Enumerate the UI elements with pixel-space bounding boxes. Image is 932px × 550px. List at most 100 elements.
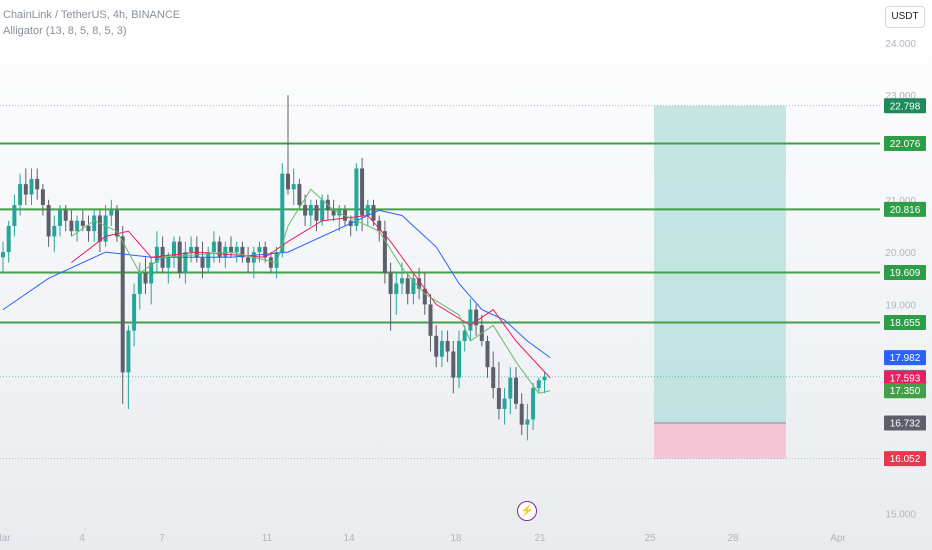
candle-body — [86, 225, 91, 232]
x-tick-label: Apr — [830, 533, 846, 544]
candle-body — [217, 241, 222, 258]
candle-body — [234, 246, 239, 253]
candle-body — [268, 257, 273, 268]
candle-body — [405, 278, 410, 294]
candle-body — [474, 309, 479, 326]
long-position-zone — [654, 105, 786, 459]
candle-body — [132, 293, 137, 331]
candle-body — [274, 252, 279, 268]
y-tick-label: 24.000 — [885, 39, 916, 50]
candle-body — [439, 341, 444, 357]
candle-body — [1, 252, 5, 258]
candle-body — [69, 220, 74, 232]
alligator-lines — [2, 188, 551, 394]
candle-body — [394, 283, 399, 294]
candle-body — [120, 236, 125, 373]
candle-body — [514, 377, 518, 404]
price-label-box — [884, 265, 926, 281]
price-label-box — [884, 136, 926, 152]
candle-body — [502, 398, 507, 409]
candle-body — [137, 273, 142, 294]
candle-body — [525, 419, 530, 425]
candle-body — [331, 210, 336, 216]
price-label-box — [884, 370, 926, 386]
candle-body — [354, 168, 359, 226]
candle-body — [365, 205, 370, 216]
candle-body — [229, 246, 233, 253]
price-label-box — [884, 451, 926, 467]
candle-body — [280, 173, 285, 253]
candle-body — [457, 341, 461, 378]
candle-body — [462, 330, 467, 342]
candle-body — [6, 225, 11, 253]
currency-button[interactable]: USDT — [885, 6, 925, 28]
candle-body — [75, 220, 80, 232]
y-tick-label: 23.000 — [885, 91, 916, 102]
price-label: 16.732 — [890, 419, 921, 430]
candle-body — [92, 215, 97, 232]
candle-body — [80, 220, 85, 226]
price-label: 20.816 — [890, 205, 921, 216]
candle-body — [382, 231, 387, 274]
price-label-box — [884, 201, 926, 217]
indicator-legend[interactable]: Alligator (13, 8, 5, 8, 5, 3) — [3, 25, 127, 37]
candle-body — [417, 278, 422, 289]
x-tick-label: 21 — [534, 533, 546, 544]
candle-body — [183, 252, 188, 274]
stop-zone — [654, 423, 786, 459]
lightning-icon[interactable]: ⚡ — [517, 501, 537, 521]
candle-body — [149, 262, 154, 284]
candle-body — [240, 246, 245, 258]
price-label: 17.982 — [890, 353, 921, 364]
x-tick-label: Mar — [0, 533, 11, 544]
candle-body — [189, 246, 194, 253]
candle-body — [58, 210, 62, 226]
candle-body — [434, 335, 439, 357]
candle-body — [29, 178, 34, 195]
x-tick-label: 14 — [343, 533, 355, 544]
candle-body — [52, 225, 57, 237]
candle-body — [542, 376, 547, 381]
candle-body — [257, 246, 262, 253]
candle-body — [206, 252, 211, 268]
candle-body — [297, 184, 302, 206]
price-label-box — [884, 415, 926, 431]
candle-body — [445, 341, 450, 352]
candle-body — [166, 257, 171, 268]
candle-body — [491, 367, 496, 389]
candle-body — [411, 278, 416, 294]
y-tick-label: 15.000 — [885, 510, 916, 521]
y-tick-label: 21.000 — [885, 196, 916, 207]
candle-body — [18, 184, 23, 206]
x-tick-label: 18 — [450, 533, 462, 544]
price-label-box — [884, 383, 926, 399]
chart-title: ChainLink / TetherUS, 4h, BINANCE — [3, 9, 181, 21]
candle-body — [143, 273, 148, 284]
price-label-box — [884, 350, 926, 366]
price-label: 22.076 — [890, 139, 921, 150]
x-axis: Mar 4 7 11 14 18 21 25 28 Apr — [0, 533, 846, 544]
candle-body — [496, 388, 501, 409]
price-label-box — [884, 98, 926, 114]
candle-body — [246, 257, 251, 263]
candle-body — [320, 199, 325, 221]
candle-body — [12, 205, 17, 226]
price-label: 19.609 — [890, 268, 921, 279]
candle-body — [109, 210, 114, 216]
alligator-teeth-line — [71, 214, 551, 379]
candle-body — [154, 246, 159, 263]
candle-body — [126, 330, 131, 373]
x-tick-label: 4 — [79, 533, 85, 544]
price-label: 17.593 — [890, 373, 921, 384]
candle-body — [536, 380, 541, 389]
price-label: 22.798 — [890, 101, 921, 112]
y-tick-label: 20.000 — [885, 248, 916, 259]
candle-body — [451, 351, 456, 378]
candle-body — [314, 205, 319, 221]
target-zone — [654, 105, 786, 424]
alligator-lips-line — [71, 188, 551, 394]
candle-body — [360, 168, 365, 216]
candle-body — [303, 205, 308, 216]
alligator-jaw-line — [2, 209, 551, 359]
